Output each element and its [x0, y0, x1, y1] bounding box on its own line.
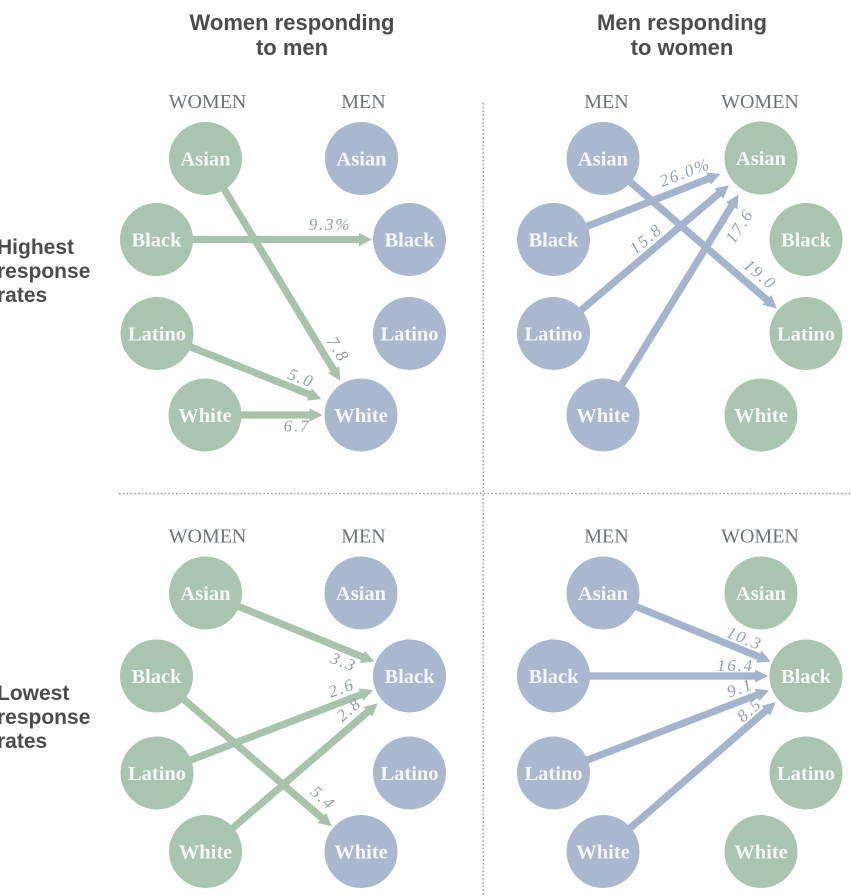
svg-text:Asian: Asian [578, 583, 629, 605]
svg-text:WOMEN: WOMEN [721, 526, 799, 548]
svg-text:Latino: Latino [524, 324, 582, 346]
svg-text:9.3%: 9.3% [309, 215, 352, 234]
svg-text:White: White [179, 842, 233, 864]
svg-text:Asian: Asian [736, 148, 787, 170]
svg-text:WOMEN: WOMEN [169, 526, 247, 548]
svg-text:6.7: 6.7 [284, 417, 311, 436]
svg-text:Black: Black [528, 666, 579, 688]
svg-text:White: White [576, 405, 630, 427]
svg-text:Latino: Latino [128, 324, 186, 346]
svg-text:Black: Black [781, 230, 832, 252]
svg-text:White: White [334, 405, 388, 427]
svg-text:WOMEN: WOMEN [721, 91, 799, 113]
svg-text:White: White [734, 842, 788, 864]
svg-text:Black: Black [384, 666, 435, 688]
svg-text:Asian: Asian [336, 583, 387, 605]
svg-text:Latino: Latino [380, 763, 438, 785]
svg-text:Black: Black [131, 230, 182, 252]
svg-text:Black: Black [781, 666, 832, 688]
svg-text:Asian: Asian [180, 583, 231, 605]
svg-text:Asian: Asian [180, 149, 231, 171]
svg-text:White: White [576, 842, 630, 864]
svg-text:16.4: 16.4 [717, 656, 754, 675]
svg-text:White: White [178, 405, 232, 427]
svg-text:MEN: MEN [584, 526, 628, 548]
svg-text:Latino: Latino [524, 763, 582, 785]
svg-text:Latino: Latino [128, 763, 186, 785]
svg-text:Asian: Asian [736, 583, 787, 605]
svg-text:White: White [334, 842, 388, 864]
svg-text:MEN: MEN [584, 91, 628, 113]
svg-text:Asian: Asian [336, 149, 387, 171]
svg-text:Black: Black [384, 230, 435, 252]
svg-text:MEN: MEN [341, 526, 385, 548]
svg-text:White: White [734, 405, 788, 427]
svg-text:Latino: Latino [777, 763, 835, 785]
svg-text:Latino: Latino [777, 324, 835, 346]
svg-text:MEN: MEN [341, 91, 385, 113]
svg-text:Latino: Latino [380, 324, 438, 346]
svg-text:Black: Black [131, 666, 182, 688]
svg-text:Asian: Asian [578, 149, 629, 171]
svg-text:WOMEN: WOMEN [169, 91, 247, 113]
svg-text:Black: Black [528, 230, 579, 252]
svg-text:19.0: 19.0 [740, 255, 781, 293]
